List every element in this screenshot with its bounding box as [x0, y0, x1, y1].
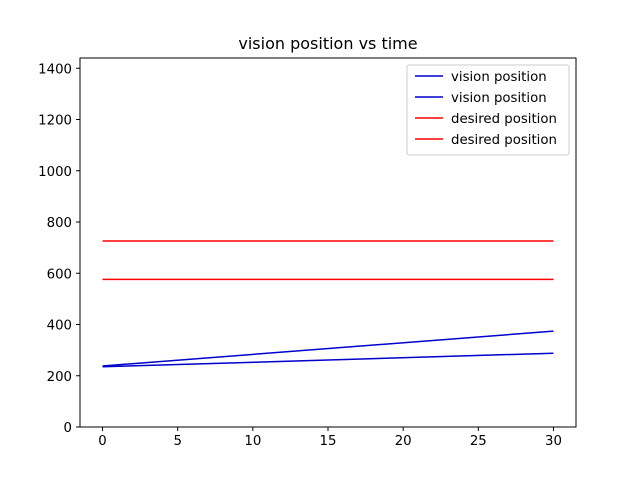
x-tick-label: 0: [98, 434, 106, 449]
legend-box: [406, 64, 570, 156]
plot-area: [102, 240, 554, 368]
x-tick-label: 25: [470, 434, 487, 449]
legend-label: desired position: [451, 133, 557, 148]
x-tick-label: 30: [545, 434, 562, 449]
legend-label: vision position: [451, 70, 547, 85]
y-tick-label: 600: [47, 267, 72, 282]
y-tick-label: 1400: [38, 62, 72, 77]
y-tick-label: 200: [47, 370, 72, 385]
y-tick-label: 0: [64, 421, 72, 436]
y-axis: 0 200 400 600 800 1000 1200 1400: [38, 62, 80, 436]
legend-label: vision position: [451, 91, 547, 106]
y-tick-label: 800: [47, 216, 72, 231]
y-tick-label: 1000: [38, 165, 72, 180]
y-tick-label: 1200: [38, 114, 72, 129]
legend-label: desired position: [451, 112, 557, 127]
x-axis: 0 5 10 15 20 25 30: [98, 427, 562, 449]
x-tick-label: 10: [244, 434, 261, 449]
chart-title: vision position vs time: [238, 34, 417, 53]
x-tick-label: 15: [320, 434, 337, 449]
y-tick-label: 400: [47, 319, 72, 334]
legend: vision position vision position desired po…: [406, 64, 570, 156]
series-line-1: [102, 330, 554, 367]
x-tick-label: 5: [173, 434, 181, 449]
x-tick-label: 20: [395, 434, 412, 449]
series-line-2: [102, 352, 554, 368]
